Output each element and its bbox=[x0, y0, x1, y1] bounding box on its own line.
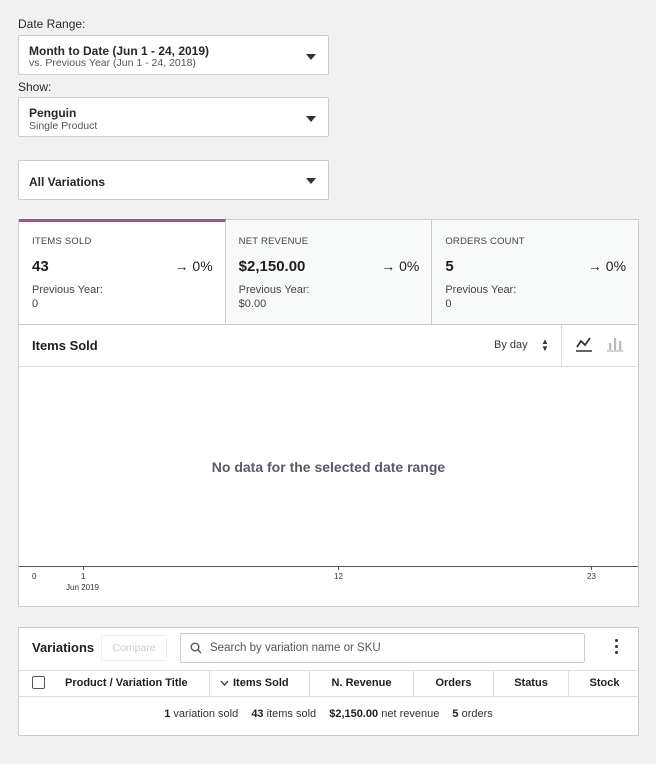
x-axis bbox=[19, 566, 638, 567]
select-arrows-icon: ▲ ▼ bbox=[541, 337, 549, 353]
summary-tile-orders-count[interactable]: ORDERS COUNT 5 → 0% Previous Year: 0 bbox=[432, 220, 638, 324]
x-tick bbox=[338, 566, 339, 570]
summary-delta: → 0% bbox=[381, 258, 420, 274]
summary-text: items sold bbox=[266, 708, 317, 720]
no-data-message: No data for the selected date range bbox=[211, 459, 446, 475]
search-input[interactable]: Search by variation name or SKU bbox=[180, 633, 585, 663]
summary-tile-net-revenue[interactable]: NET REVENUE $2,150.00 → 0% Previous Year… bbox=[226, 220, 433, 324]
summary-prev-value: 0 bbox=[32, 298, 39, 310]
chevron-down-icon bbox=[306, 178, 316, 184]
summary-text: orders bbox=[461, 708, 493, 720]
summary-tile-items-sold[interactable]: ITEMS SOLD 43 → 0% Previous Year: 0 bbox=[19, 219, 226, 323]
column-header-items-sold[interactable]: Items Sold bbox=[209, 671, 309, 696]
column-header-stock[interactable]: Stock bbox=[568, 671, 640, 696]
column-header-net-revenue[interactable]: N. Revenue bbox=[309, 671, 413, 696]
x-tick-label: 12 bbox=[334, 572, 343, 581]
summary-text: net revenue bbox=[381, 708, 440, 720]
line-chart-icon[interactable] bbox=[576, 336, 592, 352]
chevron-down-icon bbox=[306, 54, 316, 60]
x-month-label: Jun 2019 bbox=[66, 583, 99, 592]
variations-table-panel: Variations Compare Search by variation n… bbox=[18, 627, 639, 736]
x-tick-label: 1 bbox=[81, 572, 86, 581]
summary-label: ORDERS COUNT bbox=[445, 236, 525, 247]
variations-select[interactable]: All Variations bbox=[18, 160, 329, 200]
column-header-title[interactable]: Product / Variation Title bbox=[65, 677, 188, 689]
summary-prev-label: Previous Year: bbox=[32, 284, 103, 296]
show-select[interactable]: Penguin Single Product bbox=[18, 97, 329, 137]
compare-button[interactable]: Compare bbox=[101, 635, 167, 661]
summary-count: $2,150.00 bbox=[329, 708, 379, 720]
table-header: Product / Variation Title Items Sold N. … bbox=[19, 670, 638, 697]
chart-panel: Items Sold By day ▲ ▼ No data for the sel… bbox=[18, 324, 639, 607]
summary-prev-label: Previous Year: bbox=[445, 284, 517, 296]
date-range-value: Month to Date (Jun 1 - 24, 2019) bbox=[29, 44, 210, 58]
search-placeholder: Search by variation name or SKU bbox=[210, 642, 381, 654]
show-sub: Single Product bbox=[29, 120, 98, 132]
column-header-status: Status bbox=[493, 671, 568, 696]
chevron-down-icon bbox=[306, 116, 316, 122]
more-options-icon[interactable] bbox=[613, 639, 619, 655]
bar-chart-icon[interactable] bbox=[607, 336, 623, 352]
summary-text: variation sold bbox=[173, 708, 239, 720]
summary-delta: → 0% bbox=[587, 258, 627, 274]
show-label: Show: bbox=[18, 80, 52, 94]
summary-value: $2,150.00 bbox=[238, 258, 306, 275]
chart-type-toggle bbox=[561, 325, 640, 367]
summary-label: ITEMS SOLD bbox=[32, 236, 92, 247]
column-header-label: Items Sold bbox=[233, 677, 289, 689]
date-range-select[interactable]: Month to Date (Jun 1 - 24, 2019) vs. Pre… bbox=[18, 35, 329, 75]
summary-count: 1 bbox=[164, 708, 171, 720]
summary-label: NET REVENUE bbox=[238, 236, 309, 247]
sort-descending-icon bbox=[220, 680, 229, 686]
chart-title: Items Sold bbox=[32, 338, 98, 353]
summary-panel: ITEMS SOLD 43 → 0% Previous Year: 0 NET … bbox=[18, 219, 639, 325]
summary-count: 43 bbox=[251, 708, 264, 720]
summary-count: 5 bbox=[452, 708, 459, 720]
summary-prev-value: $0.00 bbox=[238, 298, 267, 310]
search-icon bbox=[190, 642, 202, 654]
summary-prev-label: Previous Year: bbox=[238, 284, 310, 296]
x-tick bbox=[83, 566, 84, 570]
select-all-checkbox[interactable] bbox=[32, 676, 45, 689]
x-tick bbox=[591, 566, 592, 570]
variations-value: All Variations bbox=[29, 175, 106, 189]
summary-value: 43 bbox=[32, 258, 49, 275]
x-tick-label: 0 bbox=[32, 572, 37, 581]
variations-title: Variations bbox=[32, 640, 95, 655]
chart-header: Items Sold By day ▲ ▼ bbox=[19, 325, 638, 367]
x-tick-label: 23 bbox=[587, 572, 596, 581]
interval-select[interactable]: By day bbox=[494, 339, 528, 351]
show-value: Penguin bbox=[29, 106, 77, 120]
summary-prev-value: 0 bbox=[445, 298, 452, 310]
summary-delta: → 0% bbox=[174, 258, 213, 274]
column-header-orders[interactable]: Orders bbox=[413, 671, 493, 696]
date-range-compare: vs. Previous Year (Jun 1 - 24, 2018) bbox=[29, 57, 196, 69]
table-summary: 1 variation sold 43 items sold $2,150.00… bbox=[19, 708, 638, 720]
date-range-label: Date Range: bbox=[18, 17, 86, 31]
summary-value: 5 bbox=[445, 258, 454, 275]
